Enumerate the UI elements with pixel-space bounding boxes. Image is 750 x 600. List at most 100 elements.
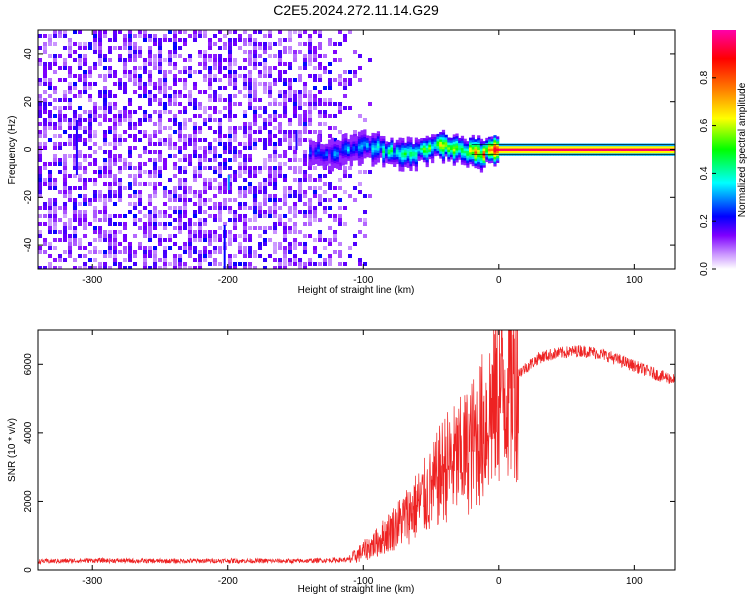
spectrogram-cell	[268, 174, 272, 178]
spectrogram-cell	[123, 106, 127, 110]
signal-cell	[580, 145, 584, 149]
spectrogram-cell	[143, 94, 147, 98]
spectrogram-cell	[98, 62, 102, 66]
spectrogram-cell	[168, 154, 172, 158]
spectrogram-cell	[228, 142, 232, 146]
spectrogram-cell	[248, 126, 252, 130]
spectrogram-cell	[143, 82, 147, 86]
spectrogram-cell	[293, 170, 297, 174]
spectrogram-cell	[343, 222, 347, 226]
spectrogram-cell	[298, 178, 302, 182]
spectrogram-cell	[343, 170, 347, 174]
spectrogram-cell	[213, 234, 217, 238]
signal-cell	[406, 150, 410, 154]
spectrogram-cell	[108, 90, 112, 94]
spectrogram-cell	[128, 58, 132, 62]
signal-cell	[347, 143, 351, 147]
signal-cell	[460, 140, 465, 144]
spectrogram-cell	[258, 106, 262, 110]
spectrogram-cell	[118, 198, 122, 202]
signal-cell	[365, 147, 370, 151]
signal-cell	[479, 145, 484, 149]
signal-cell	[347, 141, 351, 145]
spectrogram-cell	[133, 222, 137, 226]
spectrogram-cell	[148, 214, 152, 218]
signal-cell	[363, 141, 367, 145]
spectrogram-cell	[313, 262, 317, 266]
signal-cell	[490, 141, 494, 144]
signal-cell	[485, 142, 489, 146]
spectrogram-cell	[118, 170, 122, 174]
spectrogram-cell	[158, 138, 162, 142]
spectrogram-cell	[283, 154, 287, 158]
spectrogram-cell	[278, 266, 282, 269]
signal-cell	[311, 145, 315, 149]
spectrogram-cell	[153, 66, 157, 70]
signal-cell	[374, 142, 378, 146]
signal-cell	[436, 141, 440, 144]
signal-cell	[433, 143, 437, 147]
signal-cell	[487, 151, 492, 154]
signal-cell	[406, 160, 410, 164]
spectrogram-cell	[43, 78, 47, 82]
spectrogram-cell	[338, 250, 342, 254]
spectrogram-cell	[168, 190, 172, 194]
signal-cell	[376, 150, 381, 154]
signal-cell	[355, 145, 359, 149]
signal-cell	[360, 139, 364, 143]
spectrogram-cell	[298, 66, 302, 70]
spectrogram-cell	[228, 114, 232, 118]
spectrogram-cell	[188, 118, 192, 122]
spectrogram-cell	[243, 158, 247, 162]
spectrogram-cell	[318, 102, 322, 106]
signal-cell	[382, 157, 386, 161]
signal-cell	[341, 148, 345, 152]
spectrogram-cell	[153, 158, 157, 162]
spectrogram-cell	[183, 82, 187, 86]
spectrogram-cell	[158, 42, 162, 46]
spectrogram-cell	[73, 186, 77, 190]
signal-cell	[477, 166, 481, 170]
spectrogram-cell	[293, 130, 297, 134]
signal-cell	[460, 157, 465, 160]
spectrogram-cell	[213, 62, 217, 66]
spectrogram-cell	[63, 190, 67, 194]
spectrogram-cell	[203, 230, 207, 234]
spectrogram-cell	[223, 58, 227, 62]
spectrogram-cell	[283, 186, 287, 190]
signal-cell	[520, 150, 524, 154]
spectrogram-cell	[158, 82, 162, 86]
spectrogram-cell	[153, 38, 157, 42]
spectrogram-cell	[323, 182, 327, 186]
spectrogram-cell	[263, 110, 267, 114]
signal-cell	[479, 148, 484, 152]
spectrogram-cell	[138, 210, 142, 214]
signal-cell	[341, 160, 345, 164]
spectrogram-cell	[133, 42, 137, 46]
spectrogram-cell	[63, 162, 67, 166]
spectrogram-cell	[143, 114, 147, 118]
spectrogram-cell	[278, 174, 282, 178]
spectrogram-cell	[58, 146, 62, 150]
spectrogram-cell	[308, 34, 312, 38]
spectrogram-cell	[113, 230, 117, 234]
spectrogram-cell	[83, 246, 87, 250]
spectrogram-cell	[333, 78, 337, 82]
spectrogram-cell	[68, 142, 72, 146]
signal-cell	[333, 148, 337, 152]
spectrogram-cell	[203, 202, 207, 206]
signal-cell	[382, 140, 386, 144]
signal-cell	[336, 154, 340, 157]
signal-cell	[349, 144, 353, 147]
signal-cell	[319, 153, 324, 157]
spectrogram-cell	[213, 154, 217, 158]
signal-cell	[482, 150, 486, 154]
spectrogram-cell	[93, 114, 97, 118]
spectrogram-cell	[263, 58, 267, 62]
spectrogram-cell	[228, 198, 232, 202]
spectrogram-cell	[93, 226, 97, 230]
signal-cell	[653, 150, 657, 154]
spectrogram-cell	[98, 54, 102, 58]
spectrogram-cell	[93, 110, 97, 114]
signal-cell	[311, 159, 315, 163]
